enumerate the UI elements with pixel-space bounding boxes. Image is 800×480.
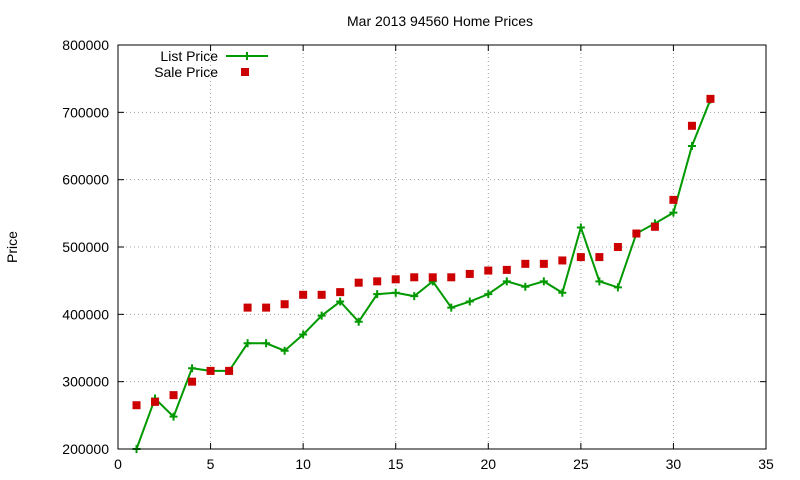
list-price-point (521, 282, 530, 291)
series-layer (132, 94, 715, 453)
sale-price-point (539, 259, 548, 268)
sale-price-point (669, 195, 678, 204)
sale-price-point (373, 277, 382, 286)
sale-price-point (262, 303, 271, 312)
list-price-line (135, 99, 712, 450)
chart-title: Mar 2013 94560 Home Prices (347, 13, 533, 29)
list-price-point (539, 277, 548, 286)
x-tick-label: 30 (666, 456, 682, 472)
sale-price-point (299, 290, 308, 299)
y-tick-label: 200000 (62, 441, 109, 457)
sale-price-point (151, 397, 160, 406)
list-price-point (576, 223, 585, 232)
sale-price-point (410, 273, 419, 282)
list-price-point (262, 339, 271, 348)
sale-price-point (613, 243, 622, 251)
sale-price-point (354, 278, 363, 287)
sale-price-point (706, 94, 715, 103)
axis-ticks: 0 5 10 15 20 25 30 35 200000 300000 400000 500000 60… (62, 37, 774, 472)
sale-price-point (132, 401, 141, 410)
list-price-point (669, 208, 678, 217)
sale-price-point (521, 259, 530, 268)
sale-price-point (484, 266, 493, 275)
y-tick-label: 500000 (62, 239, 109, 255)
sale-price-point (188, 377, 197, 386)
sale-price-point (317, 290, 326, 299)
y-tick-label: 300000 (62, 374, 109, 390)
list-price-point (169, 412, 178, 421)
y-tick-label: 700000 (62, 104, 109, 120)
series-sale-price (132, 94, 715, 410)
sale-price-point (447, 273, 456, 282)
sale-price-point (280, 300, 289, 309)
sale-price-point (558, 256, 567, 265)
sale-price-point (169, 391, 178, 400)
x-tick-label: 20 (480, 456, 496, 472)
list-price-point (613, 283, 622, 292)
sale-price-point (225, 366, 234, 375)
list-price-point (188, 364, 197, 373)
list-price-point (687, 142, 696, 150)
x-tick-label: 35 (758, 456, 774, 472)
x-tick-label: 0 (114, 456, 122, 472)
sale-price-point (336, 288, 345, 297)
list-price-point (391, 288, 400, 297)
sale-price-point (576, 253, 585, 262)
legend-label-list-price: List Price (160, 48, 218, 64)
sale-price-point (206, 366, 215, 375)
x-tick-label: 25 (573, 456, 589, 472)
list-price-point (354, 317, 363, 326)
x-tick-label: 15 (388, 456, 404, 472)
y-tick-label: 800000 (62, 37, 109, 53)
list-price-point (243, 339, 252, 348)
sale-price-point (595, 253, 604, 262)
list-price-point (317, 311, 326, 320)
series-list-price (132, 95, 715, 453)
sale-price-point (465, 269, 474, 278)
legend-swatch-marker (243, 52, 251, 60)
list-price-point (558, 288, 567, 297)
list-price-point (502, 277, 511, 286)
list-price-point (299, 330, 308, 339)
sale-price-point (687, 121, 696, 130)
list-price-point (447, 303, 456, 312)
list-price-point (336, 297, 345, 306)
list-price-point (595, 277, 604, 286)
x-tick-label: 10 (295, 456, 311, 472)
sale-price-point (650, 222, 659, 231)
list-price-point (484, 290, 493, 299)
y-tick-label: 600000 (62, 172, 109, 188)
sale-price-point (243, 303, 252, 312)
legend-label-sale-price: Sale Price (154, 64, 218, 80)
sale-price-point (391, 275, 400, 284)
list-price-point (410, 292, 419, 301)
grid-lines (118, 45, 766, 449)
x-tick-label: 5 (207, 456, 215, 472)
y-tick-label: 400000 (62, 306, 109, 322)
legend-swatch-marker (241, 68, 249, 76)
list-price-point (465, 297, 474, 306)
y-axis-label: Price (4, 231, 20, 263)
sale-price-point (502, 265, 511, 274)
list-price-point (280, 346, 289, 355)
sale-price-point (428, 273, 437, 282)
list-price-point (373, 290, 382, 299)
sale-price-point (632, 229, 641, 238)
